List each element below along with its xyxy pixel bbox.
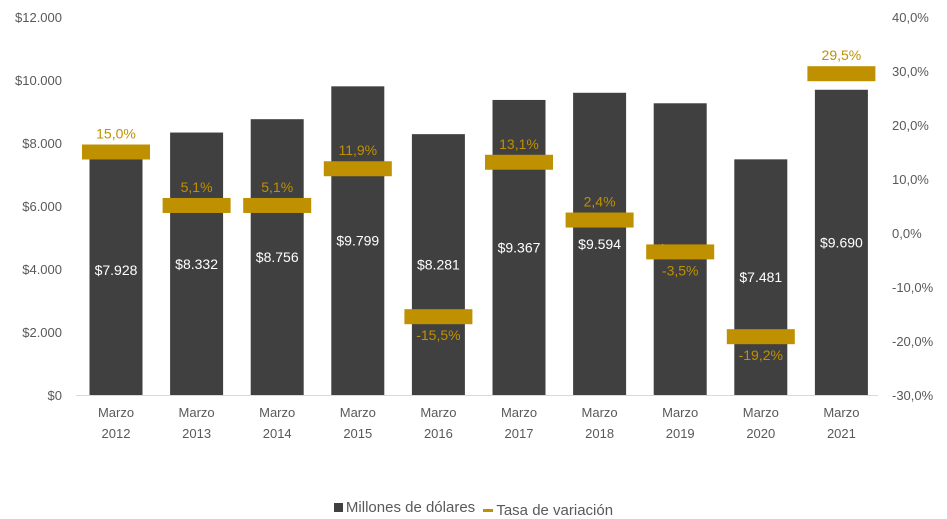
left-axis-tick-label: $2.000 [22, 325, 62, 340]
x-axis-label-year: 2013 [182, 426, 211, 441]
rate-marker [82, 144, 150, 160]
bars: $7.928 $8.332 $8.756 $9.799 $8.281 $9.367 $9.5… [89, 86, 868, 396]
legend-item-rate: Tasa de variación [483, 502, 613, 519]
right-axis-tick-label: 0,0% [892, 226, 922, 241]
rate-value-label: 2,4% [584, 194, 616, 210]
left-axis-tick-label: $0 [48, 388, 62, 403]
rate-value-label: 13,1% [499, 136, 539, 152]
rate-value-label: -15,5% [416, 327, 460, 343]
x-axis-label-month: Marzo [420, 405, 456, 420]
rate-marker [243, 197, 312, 213]
rate-value-label: -3,5% [662, 262, 699, 278]
bar [89, 145, 143, 395]
bar-value-label: $9.690 [820, 234, 863, 250]
left-axis-tick-label: $10.000 [15, 73, 62, 88]
legend-item-bars: Millones de dólares [333, 499, 476, 516]
bar-value-label: $9.594 [578, 236, 621, 252]
x-axis-label-month: Marzo [98, 405, 134, 420]
right-axis-tick-label: -10,0% [892, 280, 934, 295]
rate-value-label: 5,1% [261, 179, 293, 195]
bar [573, 92, 627, 395]
x-axis-label-month: Marzo [259, 405, 295, 420]
x-axis-label-month: Marzo [340, 405, 376, 420]
bar-value-label: $9.367 [498, 239, 541, 255]
x-axis-label-month: Marzo [179, 405, 215, 420]
legend-bars-label: Millones de dólares [345, 499, 476, 516]
x-axis-label-month: Marzo [743, 405, 779, 420]
left-y-axis: $0 $2.000 $4.000 $6.000 $8.000 $10.000 $12.000 [15, 10, 62, 403]
legend-line-swatch [483, 509, 494, 512]
x-axis-label-year: 2018 [585, 426, 614, 441]
rate-value-label: 11,9% [338, 142, 377, 158]
bar-value-label: $9.799 [336, 233, 379, 249]
rate-marker [807, 66, 876, 82]
x-axis-label-month: Marzo [501, 405, 537, 420]
bar-value-label: $8.281 [417, 257, 460, 273]
bar-value-label: $8.332 [175, 256, 218, 272]
bar [734, 159, 788, 395]
bar [250, 119, 304, 395]
rate-marker [323, 161, 392, 177]
x-axis-labels: Marzo 2012 Marzo 2013 Marzo 2014 Marzo 2015 Marz… [98, 405, 860, 441]
bar [411, 134, 465, 395]
rate-markers: 15,0% 5,1% 5,1% 11,9% -15,5% 13,1% 2,4% -3,5% -1… [82, 47, 876, 363]
right-axis-tick-label: -20,0% [892, 334, 934, 349]
x-axis-label-year: 2012 [102, 426, 131, 441]
bar [814, 89, 868, 395]
bar [331, 86, 385, 396]
right-y-axis: -30,0% -20,0% -10,0% 0,0% 10,0% 20,0% 30,0% 40,… [892, 10, 934, 403]
x-axis-label-month: Marzo [662, 405, 698, 420]
rate-marker [485, 154, 553, 170]
right-axis-tick-label: 20,0% [892, 118, 929, 133]
rate-value-label: 15,0% [96, 126, 136, 142]
left-axis-tick-label: $6.000 [22, 199, 62, 214]
bar-value-label: $7.481 [739, 269, 782, 285]
rate-value-label: -19,2% [739, 347, 783, 363]
bar [492, 99, 546, 395]
right-axis-tick-label: 30,0% [892, 64, 929, 79]
right-axis-tick-label: 40,0% [892, 10, 929, 25]
right-axis-tick-label: 10,0% [892, 172, 929, 187]
rate-marker [646, 244, 715, 260]
left-axis-tick-label: $4.000 [22, 262, 62, 277]
legend-bar-swatch [333, 503, 343, 512]
right-axis-tick-label: -30,0% [892, 388, 934, 403]
rate-value-label: 29,5% [822, 47, 862, 63]
x-axis-label-year: 2015 [343, 426, 372, 441]
x-axis-label-year: 2020 [746, 426, 775, 441]
bar-value-label: $8.756 [256, 249, 299, 265]
rate-marker [404, 309, 473, 325]
legend-rate-label: Tasa de variación [496, 502, 614, 519]
x-axis-label-year: 2021 [827, 426, 856, 441]
bar-value-label: $7.928 [95, 262, 138, 278]
x-axis-label-year: 2019 [666, 426, 695, 441]
bar [170, 132, 224, 396]
x-axis-label-month: Marzo [823, 405, 859, 420]
left-axis-tick-label: $12.000 [15, 10, 62, 25]
rate-marker [162, 197, 231, 213]
x-axis-label-year: 2017 [505, 426, 534, 441]
legend: Millones de dólares Tasa de variación [0, 499, 947, 519]
left-axis-tick-label: $8.000 [22, 136, 62, 151]
x-axis-label-year: 2014 [263, 426, 292, 441]
x-axis-label-year: 2016 [424, 426, 453, 441]
x-axis-label-month: Marzo [582, 405, 618, 420]
rate-value-label: 5,1% [181, 179, 213, 195]
rate-marker [726, 329, 795, 345]
rate-marker [565, 212, 634, 228]
